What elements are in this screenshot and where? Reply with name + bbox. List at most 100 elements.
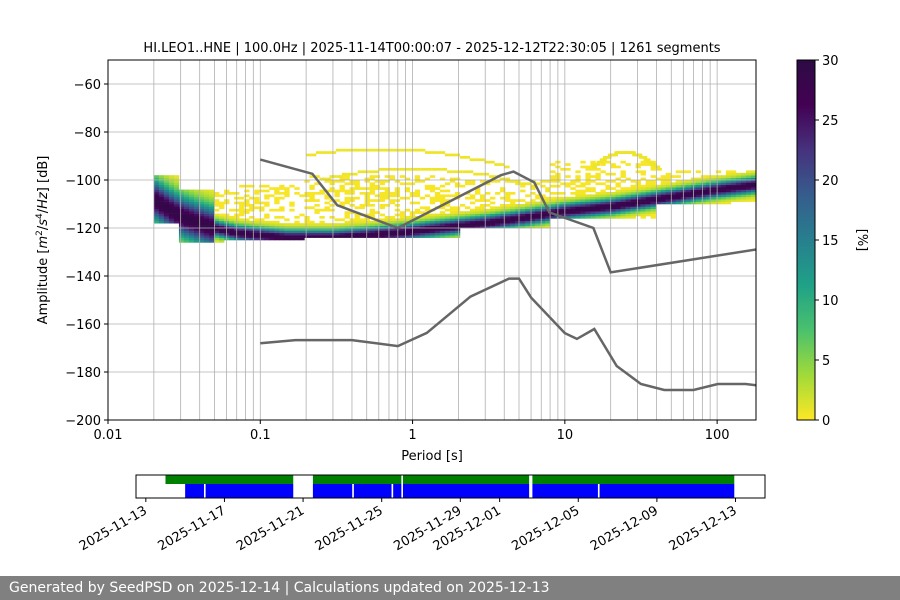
heatmap-cell [399, 218, 406, 222]
heatmap-cell [660, 182, 666, 186]
heatmap-cell [339, 187, 345, 190]
heatmap-cell [188, 228, 195, 231]
heatmap-cell [379, 213, 385, 217]
heatmap-cell [319, 189, 325, 193]
heatmap-cell [259, 220, 265, 224]
heatmap-cell [750, 175, 756, 178]
heatmap-cell [705, 194, 712, 198]
noise-model-nhnm [259, 158, 756, 274]
heatmap-cell [595, 168, 601, 171]
heatmap-cell [320, 177, 327, 181]
heatmap-cell [259, 208, 265, 212]
heatmap-cell [575, 206, 581, 210]
heatmap-cell [399, 228, 406, 231]
heatmap-cell [178, 196, 185, 200]
heatmap-cell [525, 204, 531, 207]
heatmap-cell [725, 180, 732, 183]
heatmap-cell [193, 211, 200, 214]
heatmap-cell [439, 189, 446, 193]
heatmap-cell [449, 213, 456, 217]
heatmap-cell [274, 199, 280, 202]
heatmap-cell [385, 148, 391, 152]
heatmap-cell [730, 175, 737, 178]
heatmap-cell [404, 225, 411, 229]
heatmap-cell [745, 175, 752, 178]
heatmap-cell [339, 232, 345, 236]
heatmap-cell [334, 189, 340, 193]
heatmap-cell [605, 184, 611, 188]
heatmap-cell [730, 199, 737, 202]
heatmap-cell [153, 175, 160, 178]
heatmap-cell [329, 228, 335, 231]
heatmap-cell [193, 218, 200, 222]
heatmap-cell [615, 201, 621, 205]
y-tick-label: −120 [65, 222, 101, 237]
heatmap-cell [354, 180, 360, 183]
heatmap-cell [645, 163, 651, 166]
heatmap-cell [168, 211, 175, 214]
heatmap-cell [500, 211, 506, 214]
heatmap-cell [449, 194, 456, 198]
heatmap-cell [324, 208, 330, 212]
heatmap-cell [715, 187, 722, 190]
colorbar-tick-label: 10 [822, 294, 839, 309]
heatmap-cell [339, 225, 345, 229]
heatmap-cell [570, 206, 576, 210]
heatmap-cell [495, 192, 501, 195]
heatmap-cell [454, 216, 461, 219]
heatmap-cell [264, 225, 270, 229]
heatmap-cell [429, 220, 436, 224]
heatmap-cell [352, 172, 358, 176]
heatmap-cell [725, 172, 732, 176]
heatmap-cell [474, 223, 481, 226]
heatmap-cell [469, 194, 476, 198]
heatmap-cell [414, 180, 421, 183]
heatmap-cell [600, 163, 606, 166]
heatmap-cell [379, 196, 385, 200]
heatmap-cell [394, 218, 401, 222]
heatmap-cell [444, 153, 451, 157]
heatmap-cell [355, 148, 361, 152]
heatmap-cell [635, 206, 641, 210]
heatmap-cell [329, 204, 335, 207]
heatmap-cell [595, 175, 601, 178]
heatmap-cell [625, 204, 631, 207]
heatmap-cell [394, 189, 401, 193]
timeline-frame [135, 474, 766, 499]
heatmap-cell [204, 199, 210, 202]
heatmap-cell [575, 211, 581, 214]
heatmap-cell [359, 223, 365, 226]
heatmap-cell [219, 232, 225, 236]
heatmap-cell [515, 206, 521, 210]
heatmap-cell [309, 228, 315, 231]
heatmap-cell [163, 204, 170, 207]
heatmap-cell [630, 184, 636, 188]
heatmap-cell [449, 232, 456, 236]
heatmap-cell [424, 206, 431, 210]
heatmap-cell [665, 201, 671, 205]
heatmap-cell [163, 213, 170, 217]
heatmap-cell [660, 192, 666, 195]
heatmap-cell [249, 235, 255, 238]
heatmap-cell [485, 220, 491, 224]
heatmap-cell [620, 216, 626, 219]
heatmap-cell [389, 194, 396, 198]
heatmap-cell [585, 213, 591, 217]
heatmap-cell [655, 177, 661, 181]
heatmap-cell [725, 189, 732, 193]
heatmap-cell [454, 235, 461, 238]
heatmap-cell [163, 189, 170, 193]
heatmap-cell [725, 194, 732, 198]
heatmap-cell [605, 206, 611, 210]
heatmap-cell [394, 232, 401, 236]
heatmap-cell [660, 175, 666, 178]
heatmap-cell [320, 151, 327, 154]
heatmap-cell [364, 213, 370, 217]
heatmap-cell [209, 196, 215, 200]
heatmap-cell [545, 211, 551, 214]
heatmap-cell [374, 211, 380, 214]
heatmap-cell [168, 192, 175, 195]
heatmap-cell [269, 223, 275, 226]
heatmap-cell [515, 208, 521, 212]
heatmap-cell [309, 225, 315, 229]
